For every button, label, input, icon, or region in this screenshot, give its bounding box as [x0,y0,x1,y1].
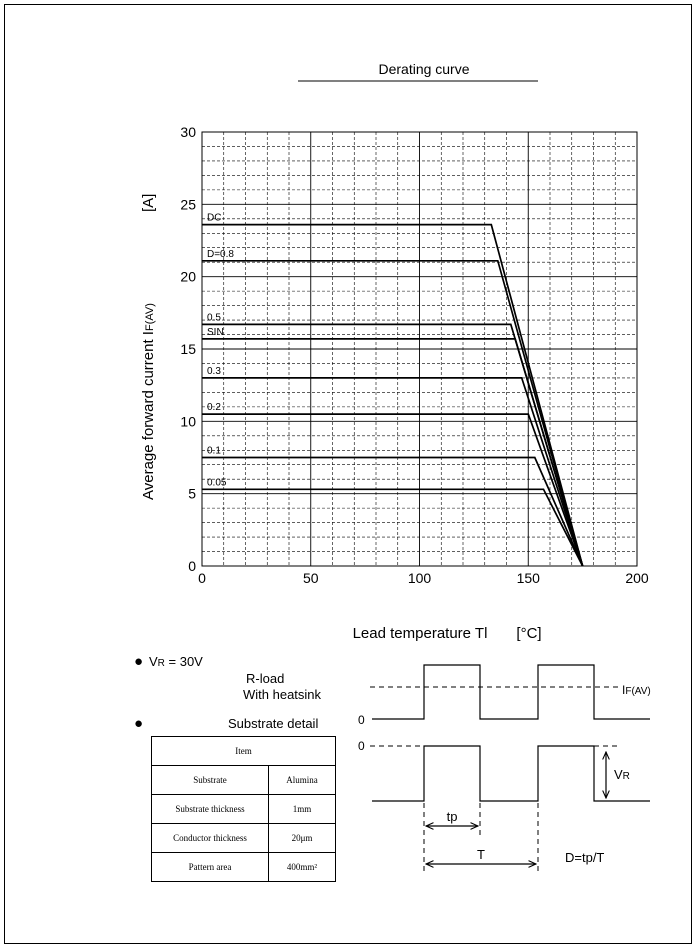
table-row: Conductor thickness 20μm [151,823,336,853]
if-av-label: IF(AV) [622,683,651,697]
series-label: 0.05 [207,477,227,488]
series-layer: DC D=0.8 0.5 SIN 0.3 0.2 0.1 0.05 [202,213,584,567]
x-tick-label: 150 [517,570,541,586]
x-tick-label: 200 [625,570,649,586]
x-tick-label: 0 [198,570,206,586]
substrate-table-wrap: Item Substrate Alumina Substrate thickne… [151,736,336,882]
row-value: 400mm² [268,852,336,882]
series-label: SIN [207,327,224,338]
y-tick-label: 5 [188,486,196,502]
series-line [202,377,584,567]
table-header: Item [151,736,336,766]
vr-condition: VR = 30V [149,654,203,669]
series-label: D=0.8 [207,249,234,260]
series-line [202,488,584,567]
bullet-icon-2: ● [134,715,143,732]
y-tick-label: 10 [180,413,196,429]
series-label: DC [207,213,221,224]
series-line [202,338,584,567]
current-waveform [372,664,650,720]
x-axis-unit: [°C] [516,625,541,642]
series-label: 0.3 [207,366,221,377]
zero-label-bottom: 0 [358,739,365,753]
plot-frame [201,131,638,567]
y-tick-label: 25 [180,196,196,212]
row-item: Substrate [151,765,269,795]
load-condition: R-load [246,671,284,686]
y-tick-label: 15 [180,341,196,357]
y-tick-label: 0 [188,558,196,574]
bullet-icon: ● [134,653,143,670]
series-line [202,456,584,567]
x-axis-title: Lead temperature Tl [353,625,488,642]
substrate-table: Item Substrate Alumina Substrate thickne… [151,736,336,882]
row-item: Conductor thickness [151,823,269,853]
zero-label-top: 0 [358,713,365,727]
x-tick-label: 100 [408,570,432,586]
series-label: 0.2 [207,402,221,413]
series-line [202,259,584,567]
y-axis-title: Average forward current IF(AV) [140,303,157,500]
row-item: Pattern area [151,852,269,882]
table-row: Substrate Alumina [151,765,336,795]
waveform-diagram: IF(AV) 0 0 VR tp T D=tp/T [358,664,651,872]
row-item: Substrate thickness [151,794,269,824]
heatsink-condition: With heatsink [243,687,322,702]
row-value: 1mm [268,794,336,824]
row-value: 20μm [268,823,336,853]
table-row: Pattern area 400mm² [151,852,336,882]
major-grid [202,132,637,566]
voltage-waveform [372,745,650,802]
table-row: Substrate thickness 1mm [151,794,336,824]
series-label: 0.1 [207,446,221,457]
y-tick-label: 20 [180,269,196,285]
series-line [202,413,584,567]
substrate-heading: Substrate detail [228,716,318,731]
duty-formula: D=tp/T [565,850,604,865]
x-tick-label: 50 [303,570,319,586]
chart-title: Derating curve [378,61,469,77]
series-line [202,223,584,567]
y-axis-unit: [A] [140,194,157,212]
series-label: 0.5 [207,312,221,323]
y-tick-label: 30 [180,124,196,140]
vr-label: VR [614,767,630,782]
tick-layer: 0 50 100 150 200 0 5 10 15 20 25 30 [180,124,648,586]
tp-label: tp [447,809,458,824]
row-value: Alumina [268,765,336,795]
period-label: T [477,847,485,862]
